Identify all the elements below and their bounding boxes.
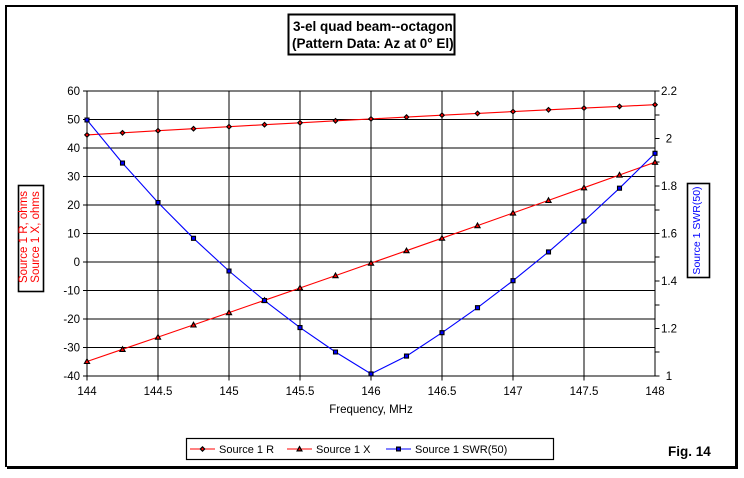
svg-text:40: 40 bbox=[67, 143, 80, 155]
svg-text:Source 1 X, ohms: Source 1 X, ohms bbox=[30, 191, 42, 283]
svg-text:(Pattern Data: Az at 0° El): (Pattern Data: Az at 0° El) bbox=[292, 36, 454, 51]
svg-text:Source 1 SWR(50): Source 1 SWR(50) bbox=[691, 186, 703, 274]
svg-text:148: 148 bbox=[645, 386, 664, 398]
svg-text:-20: -20 bbox=[63, 314, 80, 326]
svg-text:146.5: 146.5 bbox=[428, 386, 457, 398]
svg-text:147.5: 147.5 bbox=[570, 386, 599, 398]
svg-text:3-el quad beam--octagon: 3-el quad beam--octagon bbox=[293, 19, 453, 34]
svg-text:144.5: 144.5 bbox=[144, 386, 173, 398]
svg-text:-40: -40 bbox=[63, 371, 80, 383]
svg-text:30: 30 bbox=[67, 172, 80, 184]
svg-text:-30: -30 bbox=[63, 343, 80, 355]
svg-text:Source 1 R, ohms: Source 1 R, ohms bbox=[18, 191, 30, 283]
svg-text:147: 147 bbox=[503, 386, 522, 398]
svg-text:60: 60 bbox=[67, 86, 80, 98]
svg-text:Frequency, MHz: Frequency, MHz bbox=[329, 404, 413, 416]
svg-text:1.4: 1.4 bbox=[661, 276, 678, 288]
svg-text:1: 1 bbox=[666, 371, 672, 383]
svg-text:Source 1 X: Source 1 X bbox=[316, 444, 371, 456]
svg-text:-10: -10 bbox=[63, 286, 80, 298]
svg-text:1.8: 1.8 bbox=[661, 181, 677, 193]
svg-text:20: 20 bbox=[67, 200, 80, 212]
svg-text:146: 146 bbox=[361, 386, 380, 398]
svg-text:10: 10 bbox=[67, 229, 80, 241]
svg-text:2.2: 2.2 bbox=[661, 86, 677, 98]
svg-text:145.5: 145.5 bbox=[286, 386, 315, 398]
svg-text:50: 50 bbox=[67, 115, 80, 127]
svg-text:144: 144 bbox=[77, 386, 97, 398]
svg-text:1.6: 1.6 bbox=[661, 229, 677, 241]
svg-text:145: 145 bbox=[219, 386, 238, 398]
svg-text:2: 2 bbox=[666, 134, 672, 146]
svg-text:Source 1 R: Source 1 R bbox=[219, 444, 274, 456]
svg-text:0: 0 bbox=[74, 257, 80, 269]
svg-text:Fig. 14: Fig. 14 bbox=[668, 444, 711, 459]
svg-text:1.2: 1.2 bbox=[661, 324, 677, 336]
svg-text:Source 1 SWR(50): Source 1 SWR(50) bbox=[415, 444, 507, 456]
